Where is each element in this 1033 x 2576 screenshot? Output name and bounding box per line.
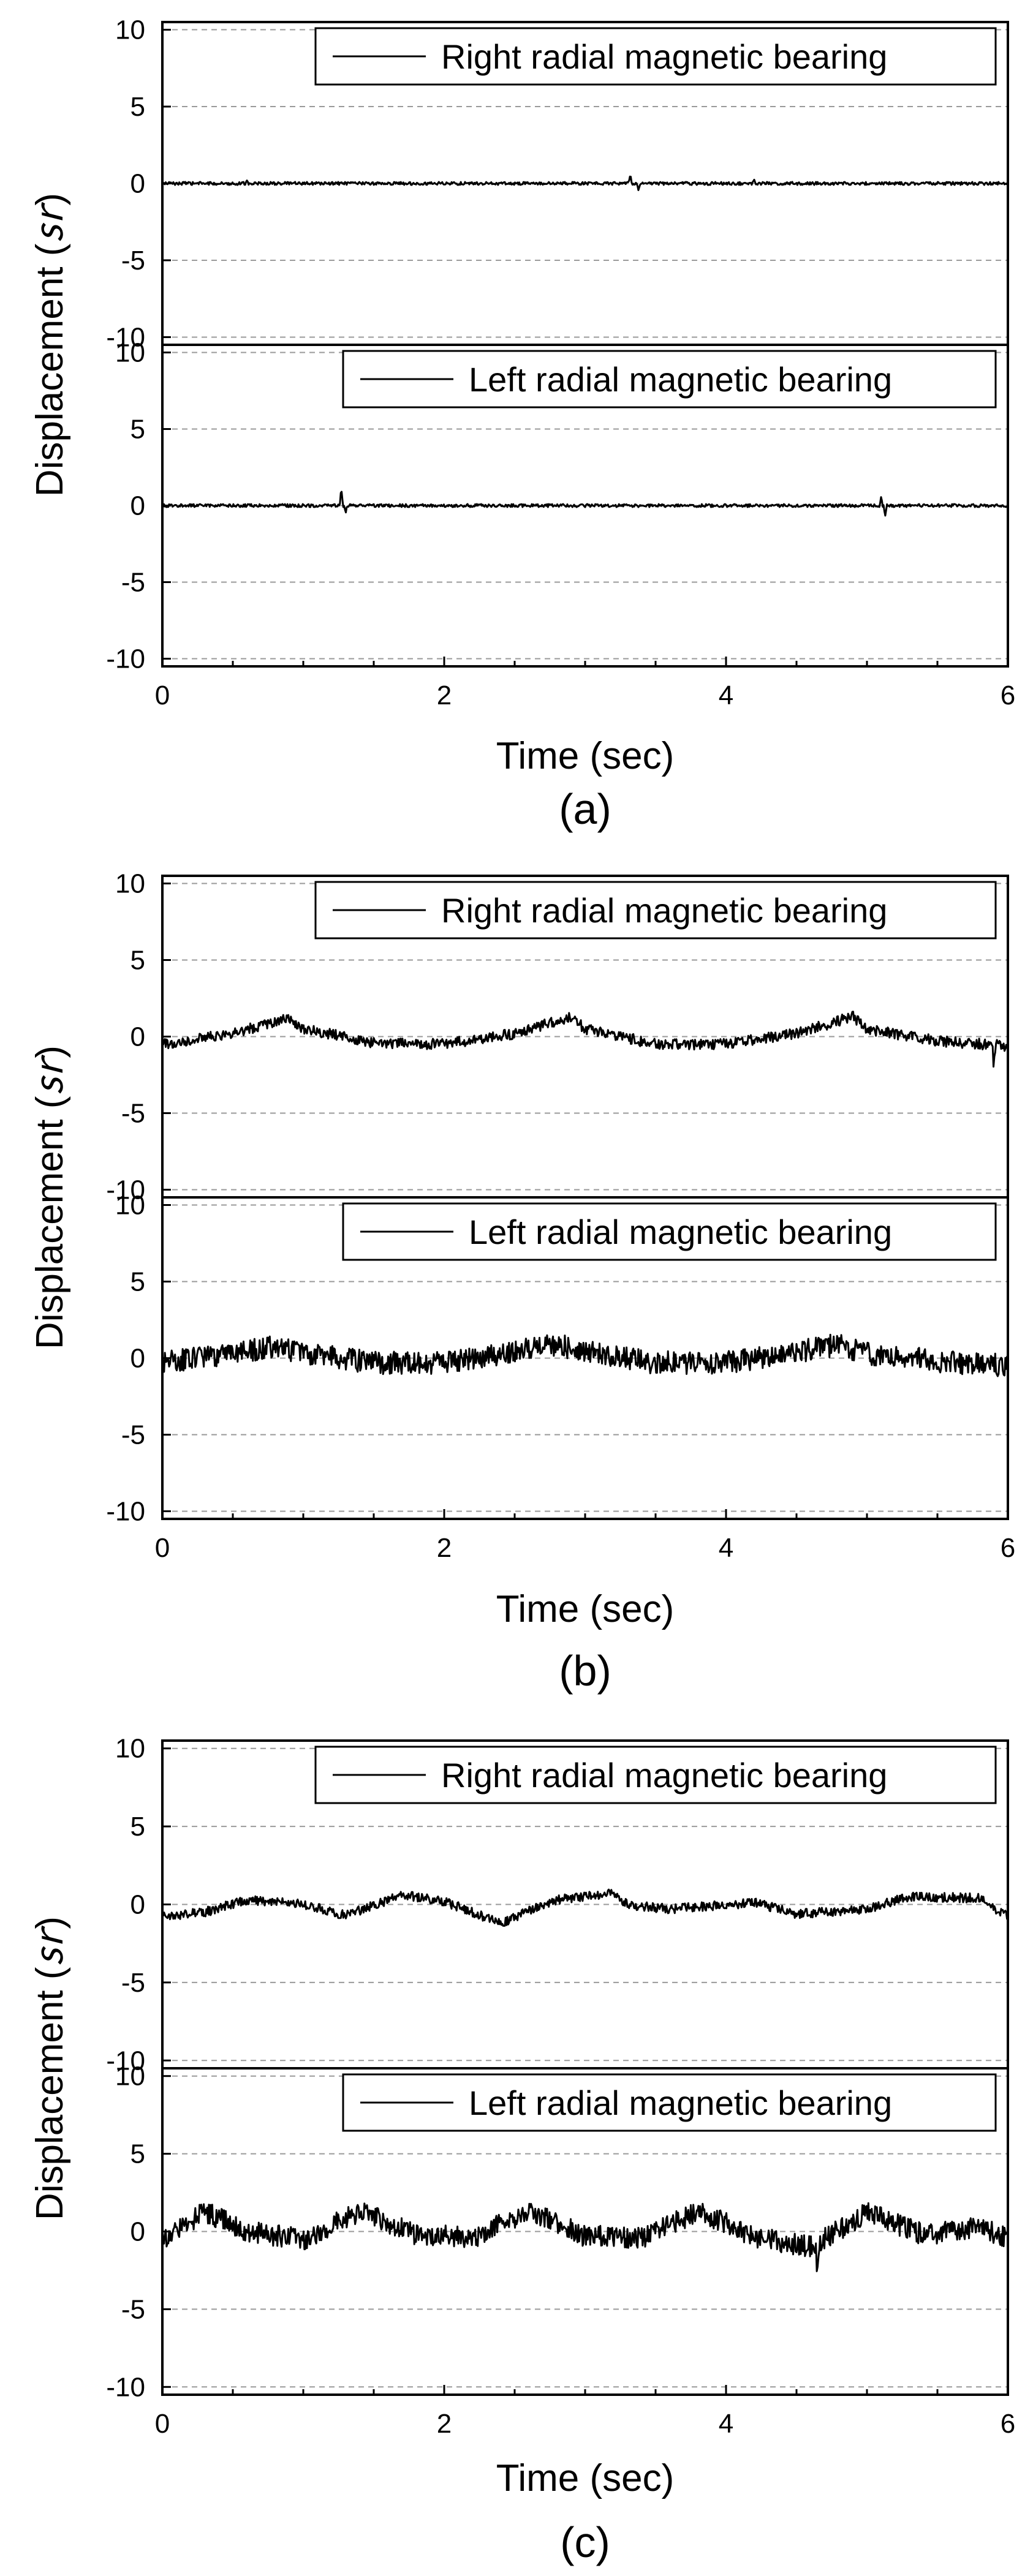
x-tick-label: 0	[155, 1533, 170, 1563]
legend-label: Left radial magnetic bearing	[469, 1213, 892, 1251]
y-axis-title-text: Displacement (	[29, 1096, 71, 1349]
y-tick-label: 10	[115, 15, 145, 45]
x-tick-label: 4	[719, 1533, 733, 1563]
legend-label: Right radial magnetic bearing	[441, 37, 887, 76]
y-tick-label: 10	[115, 1734, 145, 1764]
subplot-a-left: 10 5 0 -5 -10 Left radial magnetic bearing	[106, 338, 1009, 674]
legend-label: Left radial magnetic bearing	[469, 360, 892, 399]
legend-box	[314, 27, 997, 86]
legend-right-bearing: Right radial magnetic bearing	[314, 27, 997, 86]
y-tick-label: -10	[106, 644, 145, 674]
y-axis-title: Displacement (㏛)	[29, 193, 71, 497]
y-tick-label: -5	[121, 1968, 145, 1998]
y-axis-title-unit: ㏛	[29, 1055, 71, 1096]
y-tick-label: -5	[121, 246, 145, 276]
legend-left-bearing: Left radial magnetic bearing	[342, 2073, 997, 2132]
y-tick-label: 0	[131, 169, 145, 199]
x-tick-label: 6	[1001, 2409, 1015, 2439]
y-axis-title: Displacement (㏛)	[29, 1916, 71, 2220]
y-axis-title-unit: ㏛	[29, 202, 71, 244]
subplot-c-right: 10 5 0 -5 -10 Right radial magnetic bearing	[106, 1734, 1009, 2076]
y-tick-label: -5	[121, 568, 145, 598]
legend-right-bearing: Right radial magnetic bearing	[314, 881, 997, 940]
y-tick-label: -10	[106, 2046, 145, 2076]
series-line-right-bearing	[161, 175, 1008, 191]
legend-left-bearing: Left radial magnetic bearing	[342, 1202, 997, 1261]
y-tick-label: 5	[131, 1267, 145, 1297]
legend-label: Left radial magnetic bearing	[469, 2084, 892, 2122]
panel-label-b: (b)	[559, 1647, 611, 1695]
series-line-left-bearing	[161, 2202, 1009, 2272]
y-tick-label: -10	[106, 1175, 145, 1205]
x-tick-label: 0	[155, 680, 170, 710]
y-axis-title-unit: ㏛	[29, 1926, 71, 1967]
x-tick-label: 2	[437, 1533, 452, 1563]
series-line-right-bearing	[161, 1011, 1009, 1068]
x-tick-label: 2	[437, 2409, 452, 2439]
y-axis-title-close: )	[29, 1045, 71, 1058]
y-tick-label: -5	[121, 2294, 145, 2324]
legend-label: Right radial magnetic bearing	[441, 891, 887, 930]
y-tick-label: -10	[106, 2372, 145, 2402]
y-tick-label: 0	[131, 2217, 145, 2247]
subplot-b-right: 10 5 0 -5 -10 Right radial magnetic bearing	[106, 869, 1009, 1205]
x-axis-title: Time (sec)	[496, 1588, 674, 1630]
y-tick-label: 10	[115, 2062, 145, 2092]
y-tick-label: 5	[131, 92, 145, 122]
y-tick-label: 10	[115, 1191, 145, 1221]
y-tick-label: 5	[131, 2139, 145, 2169]
subplot-c-left: 10 5 0 -5 -10 Left radial magnetic bearing	[106, 2062, 1009, 2402]
x-tick-label: 4	[719, 2409, 733, 2439]
legend-box	[314, 1746, 997, 1804]
legend-label: Right radial magnetic bearing	[441, 1756, 887, 1795]
y-tick-label: 5	[131, 1812, 145, 1842]
x-tick-label: 0	[155, 2409, 170, 2439]
subplot-a-right: 10 5 0 -5 -10 Right radial magnetic bearing	[106, 15, 1009, 352]
y-axis-title-text: Displacement (	[29, 1967, 71, 2220]
y-tick-label: 0	[131, 491, 145, 521]
y-tick-label: -5	[121, 1420, 145, 1450]
x-tick-label: 4	[719, 680, 733, 710]
y-axis-title-close: )	[29, 1916, 71, 1929]
series-line-left-bearing	[161, 491, 1009, 517]
y-tick-label: 10	[115, 869, 145, 899]
x-axis-title: Time (sec)	[496, 735, 674, 777]
y-tick-label: 10	[115, 338, 145, 368]
legend-right-bearing: Right radial magnetic bearing	[314, 1746, 997, 1804]
series-line-left-bearing	[161, 1333, 1009, 1377]
panel-label-c: (c)	[560, 2518, 610, 2566]
series-line-right-bearing	[161, 1888, 1009, 1927]
x-axis-title: Time (sec)	[496, 2457, 674, 2499]
panel-label-a: (a)	[559, 785, 611, 833]
y-tick-label: -10	[106, 1497, 145, 1527]
x-tick-label: 2	[437, 680, 452, 710]
y-axis-title-text: Displacement (	[29, 243, 71, 497]
y-tick-label: 0	[131, 1344, 145, 1374]
legend-left-bearing: Left radial magnetic bearing	[342, 350, 997, 409]
y-tick-label: 0	[131, 1022, 145, 1052]
y-tick-label: 0	[131, 1890, 145, 1920]
subplot-b-left: 10 5 0 -5 -10 Left radial magnetic bearing	[106, 1191, 1009, 1527]
y-tick-label: -10	[106, 322, 145, 352]
x-tick-label: 6	[1001, 680, 1015, 710]
y-axis-title-close: )	[29, 193, 71, 206]
legend-box	[314, 881, 997, 940]
y-tick-label: 5	[131, 415, 145, 445]
y-axis-title: Displacement (㏛)	[29, 1045, 71, 1349]
x-tick-label: 6	[1001, 1533, 1015, 1563]
y-tick-label: -5	[121, 1099, 145, 1129]
y-tick-label: 5	[131, 946, 145, 976]
